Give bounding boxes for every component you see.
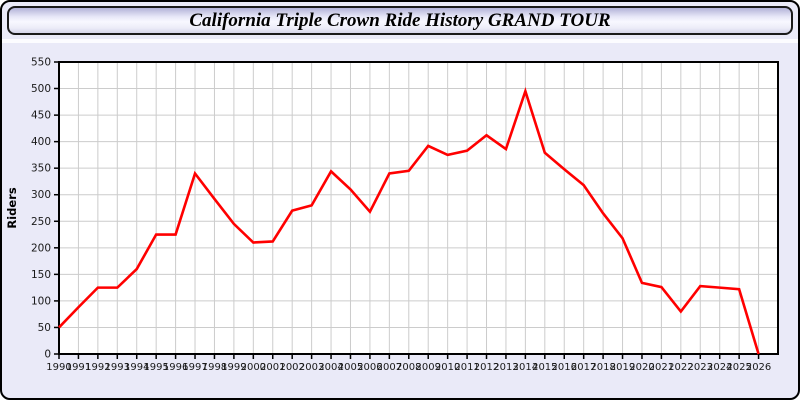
riders-series-line [58,87,760,355]
x-tick-label: 2017 [571,362,596,373]
y-tick-label: 50 [38,322,51,334]
y-tick-label: 300 [31,189,51,201]
y-tick-label: 450 [31,110,51,122]
x-tick-label: 2021 [649,362,674,373]
y-tick-label: 550 [31,57,51,69]
x-tick-label: 2019 [610,362,635,373]
x-tick-label: 2020 [629,362,654,373]
x-tick-label: 2007 [377,362,402,373]
x-tick-label: 2022 [668,362,693,373]
x-tick-label: 1995 [143,362,168,373]
x-tick-label: 2009 [415,362,440,373]
x-tick-label: 2008 [396,362,421,373]
x-tick-label: 1994 [124,362,149,373]
x-tick-label: 2000 [241,362,266,373]
x-tick-label: 2023 [688,362,713,373]
x-tick-label: 2026 [746,362,771,373]
x-tick-label: 1990 [46,362,71,373]
ride-history-chart: 0501001502002503003504004505005501990199… [5,57,779,373]
x-tick-label: 1999 [221,362,246,373]
plot-background [59,62,778,354]
x-tick-label: 2016 [552,362,577,373]
y-tick-label: 250 [31,216,51,228]
x-tick-label: 2018 [590,362,615,373]
plot-frame [58,61,779,355]
x-tick-label: 2006 [357,362,382,373]
x-tick-label: 2001 [260,362,285,373]
y-tick-label: 150 [31,269,51,281]
x-tick-label: 2024 [707,362,732,373]
x-tick-label: 1998 [202,362,227,373]
y-axis-title: Riders [5,187,19,229]
x-tick-label: 1997 [182,362,207,373]
x-tick-label: 2010 [435,362,460,373]
x-tick-label: 2002 [279,362,304,373]
y-tick-label: 0 [44,349,51,361]
y-tick-label: 350 [31,163,51,175]
x-tick-label: 1993 [105,362,130,373]
x-tick-label: 2015 [532,362,557,373]
y-tick-label: 400 [31,136,51,148]
x-tick-label: 1996 [163,362,188,373]
x-tick-label: 2011 [454,362,479,373]
x-tick-label: 2025 [726,362,751,373]
titlebar-separator [2,39,798,43]
x-tick-label: 2003 [299,362,324,373]
y-tick-label: 100 [31,295,51,307]
x-tick-label: 1992 [85,362,110,373]
x-tick-label: 2013 [493,362,518,373]
y-tick-label: 500 [31,83,51,95]
chart-title: California Triple Crown Ride History GRA… [189,9,611,31]
x-tick-label: 1991 [66,362,91,373]
x-tick-label: 2014 [513,362,538,373]
title-bar: California Triple Crown Ride History GRA… [7,6,793,35]
x-tick-label: 2004 [318,362,343,373]
y-tick-label: 200 [31,242,51,254]
x-tick-label: 2005 [338,362,363,373]
x-tick-label: 2012 [474,362,499,373]
